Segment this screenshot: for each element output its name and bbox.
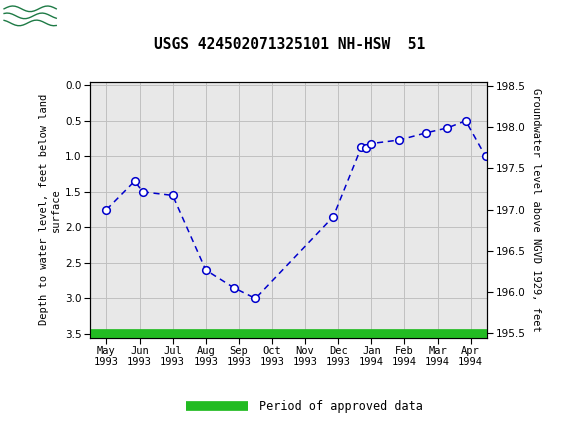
Text: Period of approved data: Period of approved data: [259, 400, 423, 413]
Text: USGS: USGS: [61, 8, 121, 27]
Y-axis label: Depth to water level, feet below land
surface: Depth to water level, feet below land su…: [39, 94, 61, 325]
Text: USGS 424502071325101 NH-HSW  51: USGS 424502071325101 NH-HSW 51: [154, 37, 426, 52]
Y-axis label: Groundwater level above NGVD 1929, feet: Groundwater level above NGVD 1929, feet: [531, 88, 541, 332]
Bar: [3, 3, 58, 32]
